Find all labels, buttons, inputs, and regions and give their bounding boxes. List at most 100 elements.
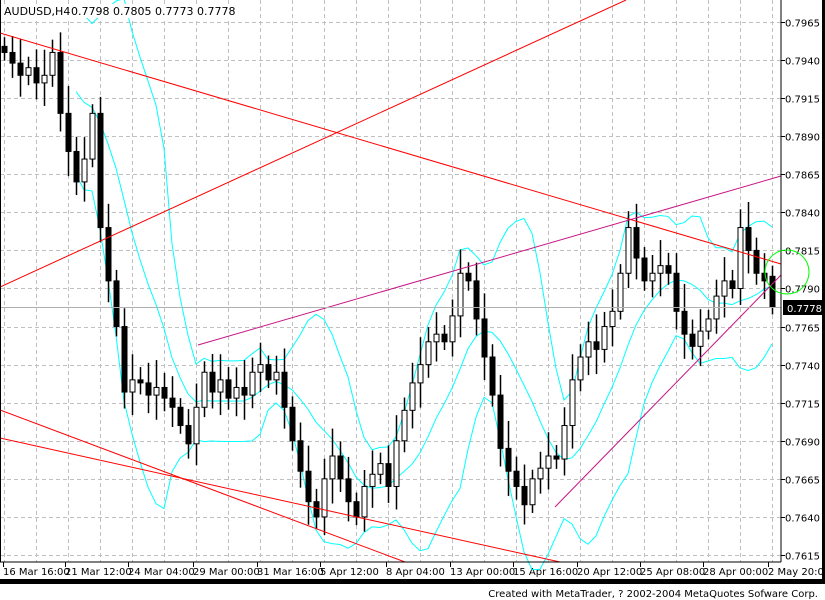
candle-bear <box>689 333 696 347</box>
price-tick-label: 0.7715 <box>785 400 820 411</box>
candle-bear <box>33 67 40 84</box>
candle-bull <box>273 371 280 381</box>
candle-bear <box>769 275 776 308</box>
bollinger-upper <box>75 0 773 451</box>
candle-bear <box>265 364 272 381</box>
price-tick-label: 0.7840 <box>785 209 820 220</box>
candle-bear <box>209 371 216 393</box>
candle-bull <box>425 341 432 366</box>
candle-bull <box>417 364 424 384</box>
candle-bull <box>81 158 88 183</box>
bollinger-lower <box>75 174 773 571</box>
candle-bear <box>281 371 288 408</box>
candle-bull <box>409 382 416 411</box>
candle-bull <box>41 74 48 84</box>
magenta-channel-line[interactable] <box>197 175 782 346</box>
candle-bear <box>97 112 104 229</box>
candle-bull <box>577 356 584 381</box>
candle-bear <box>73 150 80 183</box>
candle-bear <box>1 45 8 53</box>
time-tick-label: 15 Apr 16:00 <box>513 567 578 578</box>
price-tick-label: 0.7640 <box>785 514 820 525</box>
candle-bear <box>185 425 192 445</box>
trendlines[interactable] <box>0 0 782 563</box>
candle-bear <box>489 356 496 396</box>
candle-bull <box>393 440 400 487</box>
candle-bull <box>601 326 608 350</box>
red-trendline-lower-1[interactable] <box>0 409 406 563</box>
candle-bull <box>585 341 592 358</box>
time-tick-label: 29 Mar 00:00 <box>193 567 260 578</box>
candle-bull <box>721 280 728 297</box>
candle-bull <box>617 272 624 312</box>
candle-bear <box>145 382 152 396</box>
candle-bear <box>177 406 184 427</box>
candle-bear <box>57 51 64 114</box>
price-tick-label: 0.7815 <box>785 247 820 258</box>
candle-bear <box>289 406 296 442</box>
candle-bull <box>449 315 456 343</box>
green-circle-marker[interactable] <box>764 249 810 295</box>
time-tick-label: 28 Apr 00:00 <box>703 567 768 578</box>
price-tick-label: 0.7965 <box>785 19 820 30</box>
candle-bear <box>633 227 640 259</box>
candle-bear <box>337 455 344 480</box>
candle-bear <box>641 257 648 282</box>
candle-bull <box>361 485 368 518</box>
candle-bull <box>569 379 576 427</box>
candle-bear <box>761 272 768 282</box>
time-tick-label: 31 Mar 16:00 <box>257 567 324 578</box>
magenta-support-line[interactable] <box>554 274 782 508</box>
candle-bull <box>89 112 96 160</box>
time-tick-label: 16 Mar 16:00 <box>3 567 70 578</box>
candle-bull <box>609 310 616 328</box>
time-tick-label: 13 Apr 00:00 <box>450 567 515 578</box>
red-trendline-rising[interactable] <box>0 0 627 288</box>
candle-bear <box>121 326 128 393</box>
candle-bull <box>657 265 664 274</box>
candle-bull <box>201 371 208 408</box>
candle-bear <box>729 280 736 289</box>
price-axis: 0.7965 0.7940 0.7915 0.7890 0.7865 0.7840 0.78… <box>781 19 820 563</box>
candle-bear <box>593 341 600 350</box>
candle-bear <box>161 386 168 399</box>
candle-bear <box>481 318 488 358</box>
candle-bull <box>377 463 384 475</box>
candle-bear <box>441 333 448 343</box>
symbol-label: AUDUSD,H4 <box>4 5 70 18</box>
price-tick-label: 0.7915 <box>785 95 820 106</box>
candle-bull <box>193 406 200 445</box>
red-trendline-lower-2[interactable] <box>0 437 561 563</box>
candle-bear <box>65 112 72 152</box>
bollinger-bands <box>75 0 773 571</box>
candle-bear <box>513 470 520 487</box>
footer-bar <box>0 579 825 584</box>
candle-bull <box>321 478 328 518</box>
red-trendline-resistance[interactable] <box>0 32 782 265</box>
candle-bull <box>737 227 744 289</box>
ohlc-label: 0.7798 0.7805 0.7773 0.7778 <box>71 5 235 18</box>
candle-bear <box>521 485 528 506</box>
candle-bull <box>329 455 336 480</box>
price-tick-label: 0.7940 <box>785 57 820 68</box>
candle-bear <box>465 272 472 282</box>
current-price-label: 0.7778 <box>787 304 822 315</box>
time-tick-label: 21 Mar 12:00 <box>65 567 132 578</box>
candle-bear <box>353 501 360 518</box>
time-tick-label: 8 Apr 04:00 <box>386 567 445 578</box>
candle-bull <box>153 386 160 396</box>
candle-bear <box>105 227 112 282</box>
candle-bull <box>217 379 224 393</box>
header-bg <box>3 4 255 18</box>
price-tick-label: 0.7765 <box>785 324 820 335</box>
candle-bull <box>705 318 712 332</box>
footer-credit: Created with MetaTrader, ? 2002-2004 Met… <box>488 589 818 600</box>
candle-bear <box>753 249 760 274</box>
candle-bear <box>665 265 672 274</box>
candle-bull <box>49 51 56 76</box>
time-tick-label: 20 Apr 12:00 <box>577 567 642 578</box>
candle-bear <box>17 62 24 76</box>
candle-bear <box>505 447 512 472</box>
candle-bull <box>25 67 32 76</box>
